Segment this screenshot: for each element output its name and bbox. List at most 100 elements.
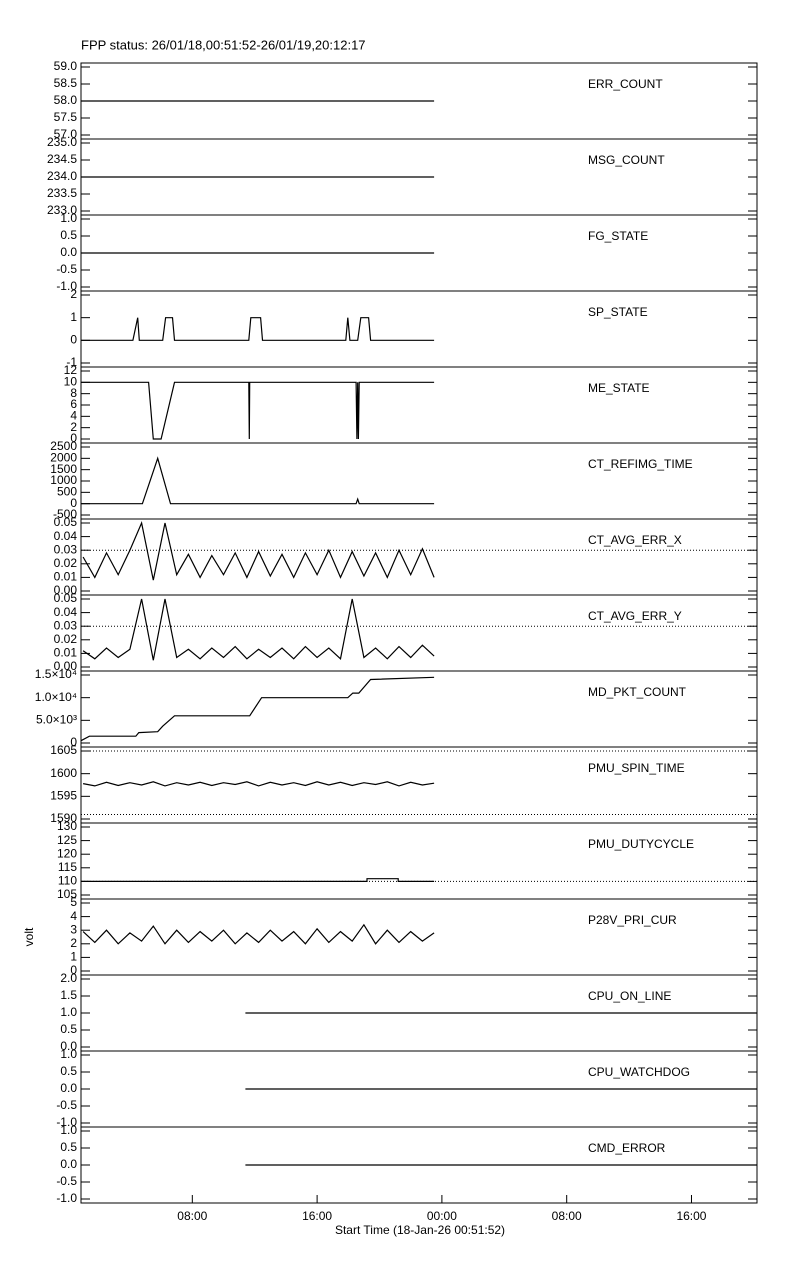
panel-label: MD_PKT_COUNT — [588, 685, 687, 699]
y-tick-label: 0 — [70, 431, 77, 445]
y-tick-label: 0.02 — [54, 556, 78, 570]
data-line — [81, 317, 435, 341]
panel-label: CMD_ERROR — [588, 1141, 666, 1155]
y-tick-label: 233.5 — [47, 186, 77, 200]
y-tick-label: 0.03 — [54, 618, 78, 632]
panel-frame — [80, 442, 758, 520]
x-axis-label: Start Time (18-Jan-26 00:51:52) — [335, 1223, 505, 1237]
panel-label: MSG_COUNT — [588, 153, 665, 167]
y-tick-label: 0.02 — [54, 632, 78, 646]
y-tick-label: -0.5 — [56, 1098, 77, 1112]
y-tick-label: 5 — [70, 895, 77, 909]
y-tick-label: -500 — [53, 507, 77, 521]
panel-label: PMU_SPIN_TIME — [588, 761, 685, 775]
panel-label: SP_STATE — [588, 305, 648, 319]
y-tick-label: 8 — [70, 386, 77, 400]
y-tick-label: 0 — [70, 963, 77, 977]
y-tick-label: 234.5 — [47, 152, 77, 166]
y-tick-label: 110 — [58, 874, 77, 888]
y-tick-label: 1.0 — [60, 1047, 77, 1061]
y-tick-label: 0 — [70, 333, 77, 347]
data-line — [81, 456, 435, 505]
panel-label: P28V_PRI_CUR — [588, 913, 677, 927]
y-axis-label: volt — [22, 927, 36, 946]
y-tick-label: 1600 — [50, 766, 77, 780]
data-line — [81, 381, 435, 440]
x-tick-label: 08:00 — [177, 1209, 207, 1223]
y-tick-label: 6 — [70, 397, 77, 411]
panel-label: CPU_ON_LINE — [588, 989, 671, 1003]
y-tick-label: 0.5 — [60, 1140, 77, 1154]
y-tick-label: -1.0 — [56, 1115, 77, 1129]
y-tick-label: -1 — [66, 355, 77, 369]
y-tick-label: 5.0×10³ — [36, 713, 77, 727]
y-tick-label: 0.04 — [54, 605, 78, 619]
panel-label: CT_REFIMG_TIME — [588, 457, 693, 471]
y-tick-label: 2000 — [50, 451, 77, 465]
data-line — [82, 521, 435, 581]
y-tick-label: -0.5 — [56, 1174, 77, 1188]
y-tick-label: 4 — [70, 909, 77, 923]
y-tick-label: 234.0 — [47, 169, 77, 183]
x-tick-label: 00:00 — [427, 1209, 457, 1223]
y-tick-label: 1.0×10⁴ — [35, 690, 77, 704]
y-tick-label: 2500 — [50, 439, 77, 453]
y-tick-label: 0.05 — [54, 591, 78, 605]
y-tick-label: 0.00 — [54, 659, 78, 673]
panel-label: CT_AVG_ERR_X — [588, 533, 682, 547]
y-tick-label: 0 — [70, 735, 77, 749]
y-tick-label: 0.04 — [54, 529, 78, 543]
y-tick-label: 0.5 — [60, 228, 77, 242]
data-line — [81, 878, 435, 882]
y-tick-label: 1.5×10⁴ — [35, 667, 77, 681]
y-tick-label: 1595 — [50, 789, 77, 803]
y-tick-label: 0.5 — [60, 1064, 77, 1078]
y-tick-label: 0.00 — [54, 583, 78, 597]
y-tick-label: 0.0 — [60, 245, 77, 259]
y-tick-label: 1.0 — [60, 1005, 77, 1019]
panel-label: ME_STATE — [588, 381, 650, 395]
y-tick-label: 1605 — [50, 743, 77, 757]
data-line — [82, 781, 435, 787]
y-tick-label: 0 — [70, 496, 77, 510]
y-tick-label: 1.5 — [60, 988, 77, 1002]
y-tick-label: 10 — [64, 375, 78, 389]
y-tick-label: 12 — [64, 363, 78, 377]
chart-title: FPP status: 26/01/18,00:51:52-26/01/19,2… — [81, 37, 366, 52]
y-tick-label: 0.01 — [54, 646, 78, 660]
y-tick-label: 2 — [70, 287, 77, 301]
y-tick-label: 1590 — [50, 811, 77, 825]
panel-frame — [80, 822, 758, 900]
panel-label: FG_STATE — [588, 229, 648, 243]
y-tick-label: 0.0 — [60, 1081, 77, 1095]
x-tick-label: 16:00 — [302, 1209, 332, 1223]
y-tick-label: 3 — [70, 922, 77, 936]
y-tick-label: 0.01 — [54, 570, 78, 584]
panel-frame — [80, 670, 758, 748]
y-tick-label: 125 — [57, 833, 77, 847]
panel-frame — [80, 594, 758, 672]
y-tick-label: 130 — [57, 819, 77, 833]
y-tick-label: 0.0 — [60, 1157, 77, 1171]
data-line — [82, 923, 435, 945]
panel-label: ERR_COUNT — [588, 77, 663, 91]
y-tick-label: 1000 — [50, 473, 77, 487]
y-tick-label: 57.5 — [54, 110, 78, 124]
y-tick-label: 105 — [57, 887, 77, 901]
y-tick-label: 59.0 — [54, 59, 78, 73]
y-tick-label: 500 — [57, 485, 77, 499]
y-tick-label: 120 — [57, 846, 77, 860]
y-tick-label: -0.5 — [56, 262, 77, 276]
y-tick-label: 235.0 — [47, 135, 77, 149]
y-tick-label: 0.05 — [54, 515, 78, 529]
y-tick-label: 0.0 — [60, 1039, 77, 1053]
y-tick-label: 1500 — [50, 462, 77, 476]
y-tick-label: 2.0 — [60, 971, 77, 985]
data-line — [80, 676, 435, 742]
y-tick-label: 233.0 — [47, 203, 77, 217]
x-tick-label: 16:00 — [676, 1209, 706, 1223]
y-tick-label: 1 — [70, 310, 77, 324]
y-tick-label: 2 — [70, 420, 77, 434]
panel-frame — [80, 290, 758, 368]
